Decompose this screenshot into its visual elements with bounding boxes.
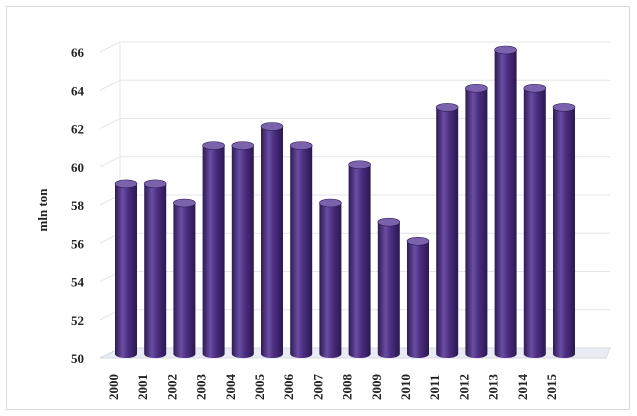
bar-body bbox=[261, 126, 283, 358]
bar bbox=[523, 83, 547, 358]
bar-body bbox=[377, 222, 400, 358]
bar-top bbox=[465, 83, 488, 93]
bar bbox=[494, 45, 517, 358]
bar-top bbox=[114, 179, 138, 189]
y-tick-label: 56 bbox=[71, 236, 85, 251]
y-tick-label: 52 bbox=[71, 313, 84, 328]
x-tick-label: 2002 bbox=[164, 374, 179, 400]
x-tick-label: 2005 bbox=[252, 374, 267, 401]
y-tick-label: 62 bbox=[71, 122, 84, 137]
bar bbox=[202, 141, 225, 358]
bar-top bbox=[260, 122, 284, 131]
y-axis-title: mln ton bbox=[35, 188, 50, 232]
bar-top bbox=[173, 198, 196, 208]
x-tick-label: 2009 bbox=[369, 374, 384, 401]
bar-body bbox=[436, 107, 459, 358]
bar-top bbox=[319, 198, 342, 208]
bar bbox=[231, 141, 255, 358]
bar-body bbox=[173, 203, 196, 358]
bar-top bbox=[143, 179, 167, 189]
x-tick-label: 2010 bbox=[398, 374, 413, 400]
bar-body bbox=[465, 88, 488, 358]
bars bbox=[114, 45, 576, 358]
x-tick-label: 2014 bbox=[515, 374, 530, 401]
bar-body bbox=[494, 50, 517, 358]
bar-body bbox=[348, 164, 371, 358]
bar-body bbox=[115, 183, 137, 358]
bar-top bbox=[552, 103, 576, 112]
x-tick-label: 2006 bbox=[281, 374, 296, 401]
x-tick-label: 2004 bbox=[223, 374, 238, 401]
bar-top bbox=[231, 141, 255, 150]
x-tick-label: 2011 bbox=[427, 375, 442, 400]
bar bbox=[406, 236, 430, 358]
gridline bbox=[99, 41, 610, 53]
bar-top bbox=[289, 141, 313, 150]
y-tick-label: 60 bbox=[71, 160, 84, 175]
bar bbox=[173, 198, 196, 358]
bar-top bbox=[202, 141, 225, 150]
bar bbox=[114, 179, 138, 358]
bar-top bbox=[377, 217, 401, 227]
bar-body bbox=[290, 145, 313, 358]
bar-body bbox=[553, 107, 575, 358]
y-tick-label: 66 bbox=[71, 45, 85, 60]
x-axis-ticks: 2000 2001 2002 2003 2004 2005 2006 2007 2008 2009… bbox=[106, 374, 559, 401]
y-axis-ticks: 50 52 54 56 58 60 62 64 66 bbox=[71, 45, 85, 366]
bar bbox=[319, 198, 342, 358]
bar bbox=[435, 103, 459, 358]
y-tick-label: 58 bbox=[71, 198, 85, 213]
bar-top bbox=[494, 45, 517, 55]
y-tick-label: 50 bbox=[71, 351, 84, 366]
bar-top bbox=[406, 236, 430, 246]
bar bbox=[465, 83, 488, 358]
x-tick-label: 2015 bbox=[544, 374, 559, 401]
x-tick-label: 2001 bbox=[135, 374, 150, 400]
x-tick-label: 2003 bbox=[194, 374, 209, 401]
x-tick-label: 2008 bbox=[340, 374, 355, 401]
bar-top bbox=[523, 83, 547, 93]
x-tick-label: 2012 bbox=[456, 374, 471, 400]
bar-top bbox=[348, 160, 371, 170]
y-tick-label: 64 bbox=[71, 83, 85, 98]
bar bbox=[260, 122, 284, 358]
y-tick-label: 54 bbox=[71, 275, 85, 290]
bar-body bbox=[231, 145, 254, 358]
bar-body bbox=[144, 183, 167, 358]
bar bbox=[143, 179, 167, 358]
bar-body bbox=[407, 241, 429, 358]
bar-body bbox=[319, 203, 342, 358]
x-tick-label: 2000 bbox=[106, 374, 121, 400]
x-tick-label: 2013 bbox=[486, 374, 501, 401]
bar-body bbox=[523, 88, 546, 358]
bar bbox=[552, 103, 576, 358]
bar bbox=[289, 141, 313, 358]
bar-top bbox=[435, 103, 459, 112]
bar-body bbox=[202, 145, 225, 358]
x-tick-label: 2007 bbox=[310, 374, 325, 401]
bar bbox=[348, 160, 371, 358]
bar bbox=[377, 217, 401, 358]
